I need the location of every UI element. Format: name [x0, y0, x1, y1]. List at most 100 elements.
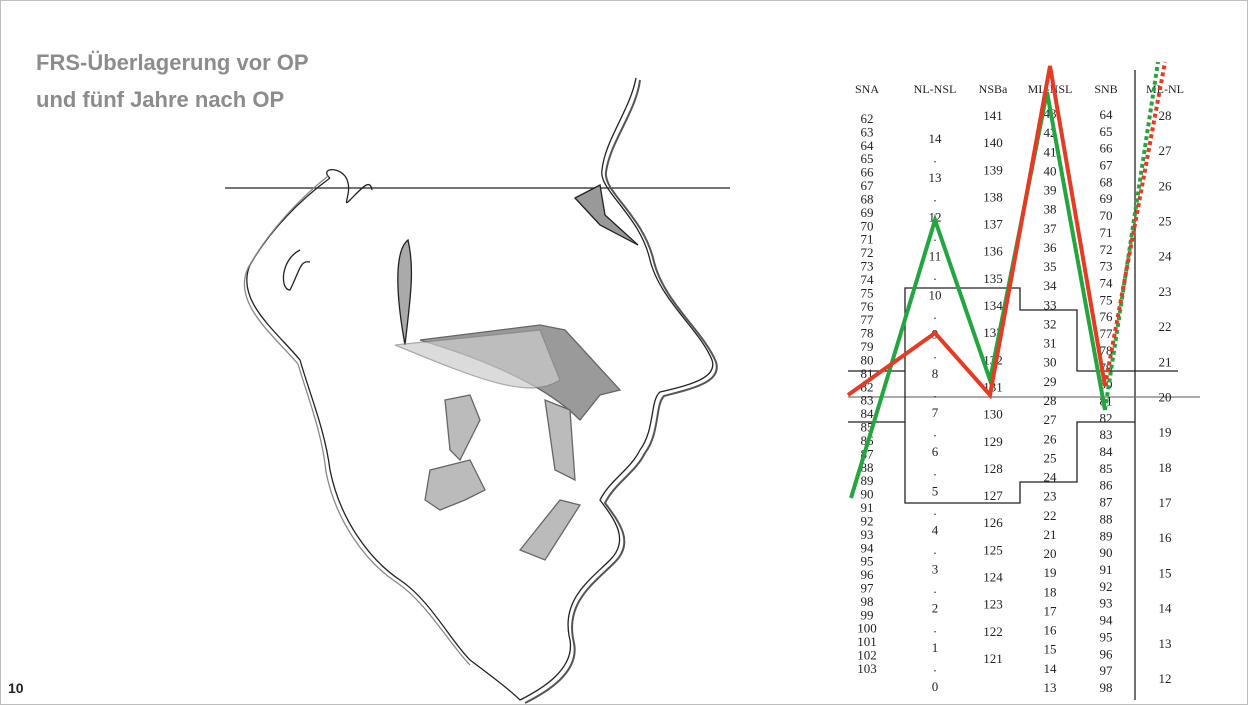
cell-value: 83	[1100, 427, 1113, 442]
column-header: SNA	[855, 82, 879, 96]
cell-value: 11	[929, 248, 942, 263]
cell-value: 88	[1100, 511, 1113, 526]
column-header: ML-NSL	[1028, 82, 1073, 96]
cell-value: 39	[1044, 183, 1057, 198]
cell-value: 134	[983, 298, 1003, 313]
cell-value: 13	[929, 170, 942, 185]
cell-value: 86	[1100, 478, 1114, 493]
cell-value: 19	[1044, 565, 1057, 580]
cell-value: 91	[1100, 562, 1113, 577]
column-header: SNB	[1094, 82, 1117, 96]
cell-value: 17	[1159, 495, 1173, 510]
cell-value: 32	[1044, 316, 1057, 331]
cell-value: .	[933, 268, 936, 283]
cell-value: 68	[1100, 174, 1113, 189]
cell-value: 41	[1044, 144, 1057, 159]
cell-value: 25	[1159, 214, 1172, 229]
cell-value: 40	[1044, 163, 1057, 178]
cell-value: 30	[1044, 355, 1057, 370]
cell-value: 26	[1044, 431, 1058, 446]
cell-value: 95	[1100, 629, 1113, 644]
cell-value: .	[933, 503, 936, 518]
cell-value: 36	[1044, 240, 1058, 255]
patient-lines	[848, 62, 1165, 498]
cell-value: 14	[929, 131, 943, 146]
cell-value: 26	[1159, 178, 1173, 193]
cell-value: .	[933, 659, 936, 674]
cell-value: 64	[1100, 107, 1114, 122]
cell-value: 28	[1159, 108, 1172, 123]
cell-value: 97	[1100, 663, 1114, 678]
cell-value: 5	[932, 483, 939, 498]
column-header: NL-NSL	[914, 82, 957, 96]
cell-value: 73	[1100, 259, 1113, 274]
cell-value: 87	[1100, 495, 1114, 510]
cell-value: 15	[1044, 642, 1057, 657]
cell-value: 24	[1044, 470, 1058, 485]
cell-value: 70	[1100, 208, 1113, 223]
cell-value: 138	[983, 189, 1003, 204]
cell-value: 4	[932, 522, 939, 537]
cell-value: 18	[1044, 584, 1057, 599]
cell-value: 84	[1100, 444, 1114, 459]
cell-value: 126	[983, 515, 1003, 530]
before-line-trend	[1105, 62, 1158, 410]
cell-value: 25	[1044, 450, 1057, 465]
cell-value: 69	[1100, 191, 1113, 206]
cell-value: 121	[983, 651, 1003, 666]
cell-value: 16	[1159, 530, 1173, 545]
cell-value: 23	[1044, 489, 1057, 504]
cell-value: .	[933, 425, 936, 440]
cell-value: 136	[983, 244, 1003, 259]
cell-value: 76	[1100, 309, 1114, 324]
cell-value: 19	[1159, 425, 1172, 440]
cell-value: 140	[983, 135, 1003, 150]
cell-value: 123	[983, 597, 1003, 612]
cephalometric-tracing	[225, 78, 730, 703]
cell-value: 85	[1100, 461, 1113, 476]
cell-value: 13	[1044, 680, 1057, 695]
teeth	[425, 395, 580, 560]
cell-value: .	[933, 464, 936, 479]
cell-value: 98	[1100, 680, 1113, 695]
cell-value: 139	[983, 162, 1003, 177]
cell-value: 72	[1100, 242, 1113, 257]
cell-value: 127	[983, 488, 1003, 503]
cell-value: 38	[1044, 202, 1057, 217]
ear-contour	[283, 250, 310, 290]
cell-value: 31	[1044, 336, 1057, 351]
cell-value: 20	[1044, 546, 1057, 561]
cell-value: 34	[1044, 278, 1058, 293]
cell-value: 8	[932, 366, 939, 381]
cell-value: 71	[1100, 225, 1113, 240]
cell-value: 77	[1100, 326, 1114, 341]
cell-value: 94	[1100, 613, 1114, 628]
page: {"title": {"lines": ["FRS-Überlagerung v…	[0, 0, 1248, 705]
cell-value: 93	[1100, 596, 1113, 611]
cell-value: 0	[932, 679, 939, 694]
cell-value: 103	[857, 661, 877, 676]
cell-value: 27	[1044, 412, 1058, 427]
cell-value: 125	[983, 542, 1003, 557]
cell-value: 74	[1100, 276, 1114, 291]
cell-value: 141	[983, 108, 1003, 123]
cell-value: 37	[1044, 221, 1058, 236]
cell-value: 13	[1159, 636, 1172, 651]
cell-value: 3	[932, 562, 939, 577]
skull-outline	[247, 170, 520, 700]
cell-value: 90	[1100, 545, 1113, 560]
cell-value: 128	[983, 461, 1003, 476]
cell-value: 66	[1100, 141, 1114, 156]
cell-value: 7	[932, 405, 939, 420]
cell-value: 129	[983, 434, 1003, 449]
cell-value: .	[933, 620, 936, 635]
pterygoid	[398, 240, 412, 345]
skull-outline-after	[244, 176, 470, 665]
maxilla-after	[395, 330, 560, 388]
column-header: ML-NL	[1146, 82, 1184, 96]
cell-value: 21	[1044, 527, 1057, 542]
cell-value: .	[933, 151, 936, 166]
cell-value: 22	[1044, 508, 1057, 523]
cell-value: 24	[1159, 249, 1173, 264]
cell-value: 22	[1159, 319, 1172, 334]
